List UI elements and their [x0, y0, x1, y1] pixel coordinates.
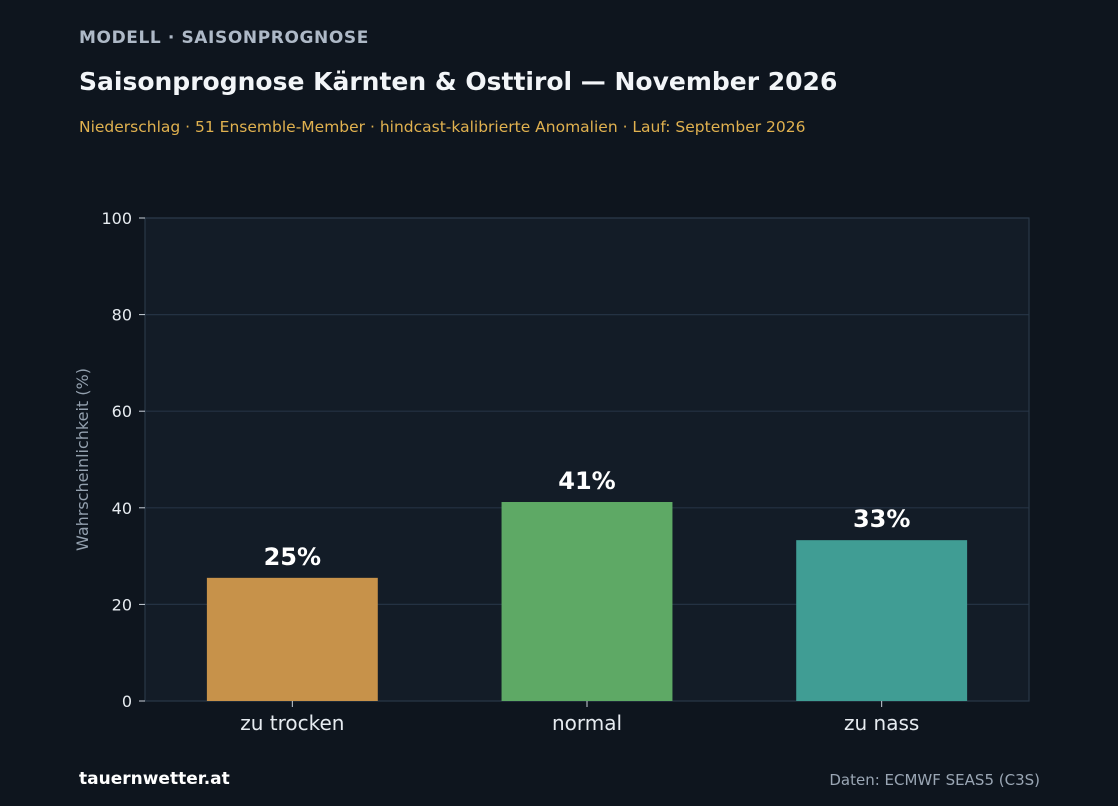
- x-axis: zu trocken normal zu nass: [240, 701, 919, 735]
- y-tick-label: 20: [112, 595, 132, 614]
- bar-normal: [501, 502, 673, 701]
- x-tick-label: zu nass: [844, 711, 919, 735]
- bars: 25% 41% 33%: [206, 467, 968, 701]
- bar-zu-trocken: [206, 577, 378, 701]
- footer-brand[interactable]: tauernwetter.at: [79, 769, 230, 789]
- y-axis: 0 20 40 60 80 100: [101, 209, 145, 711]
- x-tick-label: normal: [552, 711, 622, 735]
- bar-value-label: 25%: [264, 543, 321, 571]
- y-tick-label: 0: [122, 692, 132, 711]
- bar-value-label: 41%: [558, 467, 615, 495]
- y-tick-label: 60: [112, 402, 132, 421]
- y-tick-label: 100: [101, 209, 132, 228]
- y-axis-label: Wahrscheinlichkeit (%): [73, 368, 92, 551]
- bar-zu-nass: [796, 540, 968, 701]
- bar-value-label: 33%: [853, 505, 910, 533]
- y-tick-label: 40: [112, 499, 132, 518]
- footer-source: Daten: ECMWF SEAS5 (C3S): [829, 771, 1040, 789]
- chart-subtitle: Niederschlag · 51 Ensemble-Member · hind…: [79, 118, 806, 136]
- chart-kicker: MODELL · SAISONPROGNOSE: [79, 28, 369, 48]
- y-tick-label: 80: [112, 306, 132, 325]
- chart-title: Saisonprognose Kärnten & Osttirol — Nove…: [79, 67, 838, 96]
- x-tick-label: zu trocken: [240, 711, 344, 735]
